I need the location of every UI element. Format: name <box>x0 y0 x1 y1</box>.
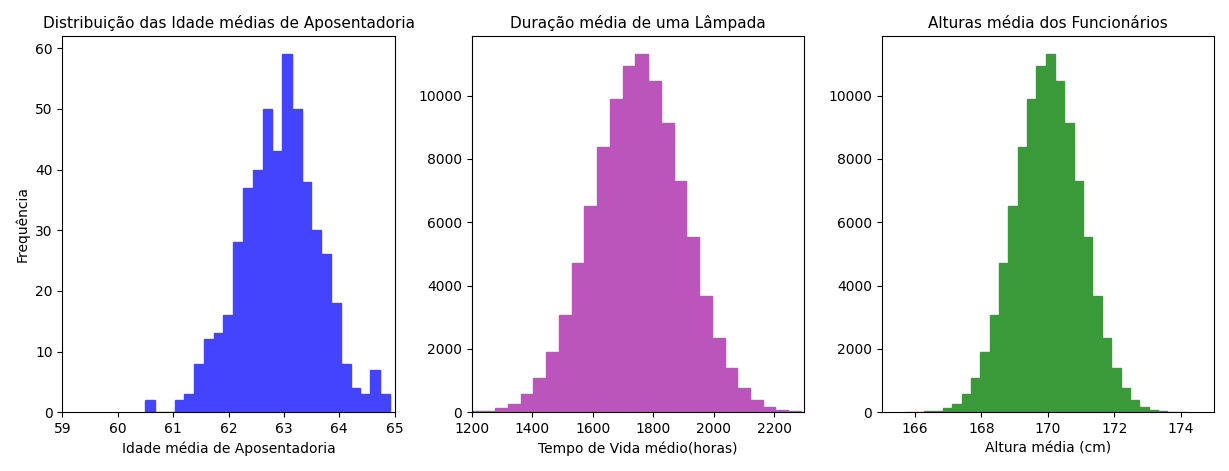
Bar <box>1093 296 1102 412</box>
Bar <box>311 230 321 412</box>
Bar <box>301 182 311 412</box>
Title: Distribuição das Idade médias de Aposentadoria: Distribuição das Idade médias de Aposent… <box>43 15 414 31</box>
Bar <box>763 407 775 412</box>
Bar <box>1064 123 1074 412</box>
Bar <box>273 151 283 412</box>
Bar <box>775 410 788 412</box>
Y-axis label: Frequência: Frequência <box>15 186 29 262</box>
Bar <box>1046 54 1056 412</box>
Title: Alturas média dos Funcionários: Alturas média dos Funcionários <box>928 16 1168 31</box>
Bar <box>737 388 750 412</box>
Bar <box>1018 147 1027 412</box>
Bar <box>661 123 673 412</box>
Bar <box>283 54 293 412</box>
Bar <box>145 400 155 412</box>
Bar <box>1008 206 1018 412</box>
Bar <box>971 378 981 412</box>
Bar <box>263 109 273 412</box>
Bar <box>495 408 508 412</box>
Bar <box>952 404 961 412</box>
Bar <box>1036 66 1046 412</box>
Bar <box>253 170 263 412</box>
Bar <box>712 338 725 412</box>
Bar <box>635 54 648 412</box>
Bar <box>293 109 301 412</box>
Bar <box>1102 338 1111 412</box>
Bar <box>1027 99 1036 412</box>
Bar <box>750 400 763 412</box>
X-axis label: Tempo de Vida médio(horas): Tempo de Vida médio(horas) <box>538 441 737 456</box>
Bar <box>584 206 597 412</box>
Bar <box>184 394 194 412</box>
Bar <box>571 263 584 412</box>
Title: Duração média de uma Lâmpada: Duração média de uma Lâmpada <box>510 15 766 31</box>
Bar <box>559 315 571 412</box>
Bar <box>214 333 224 412</box>
Bar <box>673 181 686 412</box>
Bar <box>597 147 610 412</box>
X-axis label: Idade média de Aposentadoria: Idade média de Aposentadoria <box>122 441 336 456</box>
Bar <box>989 315 999 412</box>
Bar <box>686 237 699 412</box>
Bar <box>1074 181 1083 412</box>
Bar <box>204 340 214 412</box>
Bar <box>321 254 331 412</box>
Bar <box>546 352 559 412</box>
Bar <box>508 404 521 412</box>
Bar <box>1149 410 1158 412</box>
Bar <box>360 394 370 412</box>
Bar <box>521 394 533 412</box>
Bar <box>934 411 943 412</box>
Bar <box>1121 388 1129 412</box>
Bar <box>1129 400 1139 412</box>
Bar <box>788 411 801 412</box>
Bar <box>331 303 340 412</box>
Bar <box>224 315 234 412</box>
Bar <box>1139 407 1149 412</box>
Bar <box>234 242 243 412</box>
Bar <box>380 394 390 412</box>
Bar <box>194 364 204 412</box>
Bar <box>483 411 495 412</box>
Bar <box>370 370 380 412</box>
Bar <box>1083 237 1093 412</box>
Bar <box>175 400 184 412</box>
Bar <box>1158 411 1168 412</box>
Bar <box>610 99 623 412</box>
Bar <box>243 188 253 412</box>
X-axis label: Altura média (cm): Altura média (cm) <box>984 441 1111 455</box>
Bar <box>699 296 712 412</box>
Bar <box>981 352 989 412</box>
Bar <box>350 388 360 412</box>
Bar <box>648 81 661 412</box>
Bar <box>1111 368 1121 412</box>
Bar <box>1056 81 1064 412</box>
Bar <box>725 368 737 412</box>
Bar <box>999 263 1008 412</box>
Bar <box>533 378 546 412</box>
Bar <box>340 364 350 412</box>
Bar <box>961 394 971 412</box>
Bar <box>623 66 635 412</box>
Bar <box>943 408 952 412</box>
